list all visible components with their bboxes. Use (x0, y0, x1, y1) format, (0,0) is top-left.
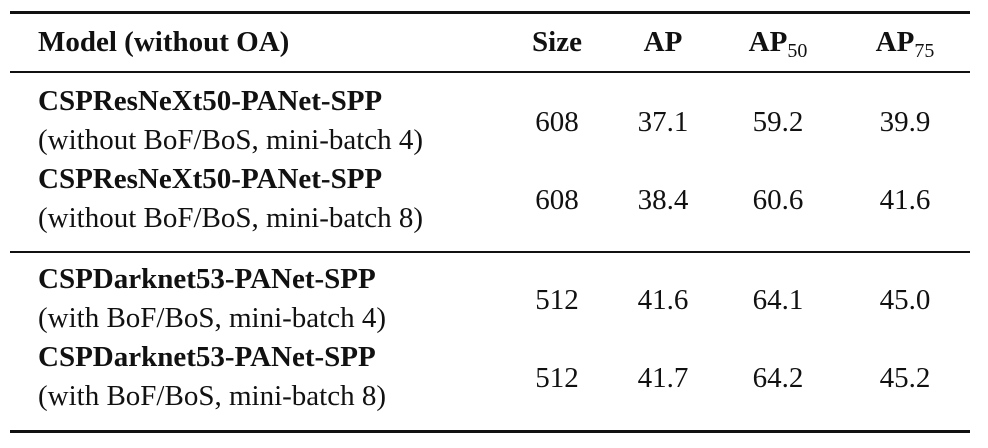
value-cell: 39.9 (879, 106, 931, 138)
value-cell: 512 (535, 362, 579, 394)
value-cell: 64.1 (752, 284, 804, 316)
model-name: CSPResNeXt50-PANet-SPP (38, 85, 383, 117)
header-cell: AP75 (876, 25, 935, 68)
value-cell: 41.6 (637, 284, 689, 316)
header-subscript: 50 (787, 40, 808, 62)
model-setting: (with BoF/BoS, mini-batch 4) (38, 302, 386, 334)
model-name: CSPResNeXt50-PANet-SPP (38, 163, 383, 195)
top-rule (10, 11, 970, 14)
header-cell: Size (532, 25, 582, 59)
model-setting: (without BoF/BoS, mini-batch 8) (38, 202, 424, 234)
value-cell: 38.4 (637, 184, 689, 216)
model-setting: (with BoF/BoS, mini-batch 8) (38, 380, 386, 412)
header-text: AP (875, 26, 915, 58)
value-cell: 45.0 (879, 284, 931, 316)
header-cell: Model (without OA) (38, 25, 289, 59)
group-rule (10, 251, 970, 253)
model-name: CSPDarknet53-PANet-SPP (38, 263, 376, 295)
value-cell: 59.2 (752, 106, 804, 138)
value-cell: 41.6 (879, 184, 931, 216)
value-cell: 608 (535, 184, 579, 216)
value-cell: 608 (535, 106, 579, 138)
bottom-rule (10, 430, 970, 433)
value-cell: 64.2 (752, 362, 804, 394)
header-text: Size (532, 26, 582, 58)
value-cell: 512 (535, 284, 579, 316)
value-cell: 37.1 (637, 106, 689, 138)
header-text: Model (without OA) (38, 26, 290, 58)
value-cell: 60.6 (752, 184, 804, 216)
value-cell: 41.7 (637, 362, 689, 394)
model-name: CSPDarknet53-PANet-SPP (38, 341, 376, 373)
header-subscript: 75 (914, 40, 935, 62)
model-setting: (without BoF/BoS, mini-batch 4) (38, 124, 424, 156)
header-rule (10, 71, 970, 73)
header-cell: AP (644, 25, 683, 59)
header-text: AP (748, 26, 788, 58)
header-cell: AP50 (749, 25, 808, 68)
value-cell: 45.2 (879, 362, 931, 394)
header-text: AP (643, 26, 683, 58)
